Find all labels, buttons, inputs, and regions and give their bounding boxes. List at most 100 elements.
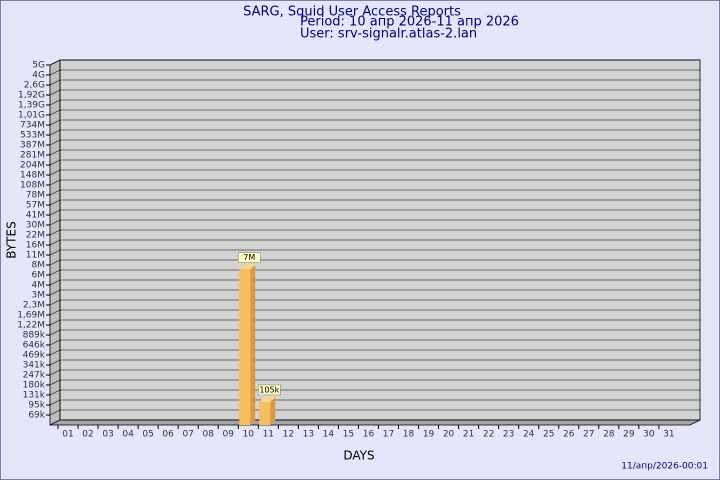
y-tick-label: 69k [28, 411, 45, 421]
x-tick-label: 10 [243, 430, 255, 440]
y-tick-label: 30M [26, 221, 45, 231]
grid-line [49, 359, 700, 366]
y-tick-label: 1,39G [18, 101, 45, 111]
period: Period: 10 апр 2026-11 апр 2026 [300, 15, 519, 30]
user: User: srv-signalr.atlas-2.lan [300, 27, 477, 42]
grid-line [49, 229, 700, 236]
grid-line [49, 339, 700, 346]
y-tick-label: 131k [23, 391, 46, 401]
x-tick-label: 25 [543, 430, 554, 440]
y-tick-label: 180k [23, 381, 46, 391]
y-tick-label: 4G [32, 71, 45, 81]
x-tick-label: 26 [563, 430, 575, 440]
bar-top [239, 264, 256, 270]
x-tick-label: 11 [263, 430, 274, 440]
grid-line [49, 189, 700, 196]
x-tick-label: 30 [643, 430, 655, 440]
x-tick-label: 03 [102, 430, 113, 440]
value-label-box [257, 384, 281, 396]
x-tick-label: 17 [383, 430, 394, 440]
y-tick-label: 4M [32, 281, 46, 291]
x-tick-label: 08 [202, 430, 214, 440]
x-tick-label: 31 [663, 430, 674, 440]
grid-line [49, 159, 700, 166]
y-tick-label: 2,3M [23, 301, 45, 311]
y-tick-label: 6M [32, 271, 46, 281]
y-tick-label: 469k [23, 351, 46, 361]
y-tick-label: 108M [20, 181, 45, 191]
chart-title: SARG, Squid User Access Reports [243, 5, 461, 20]
grid-line [49, 219, 700, 226]
y-tick-label: 1,22M [17, 321, 45, 331]
x-tick-label: 18 [403, 430, 415, 440]
y-tick-label: 1,01G [18, 111, 45, 121]
grid-line [49, 329, 700, 336]
grid-line [49, 119, 700, 126]
x-tick-label: 02 [82, 430, 93, 440]
grid-line [49, 129, 700, 136]
x-tick-label: 16 [363, 430, 375, 440]
grid-line [49, 299, 700, 306]
y-tick-label: 41M [26, 211, 45, 221]
grid-line [49, 269, 700, 276]
x-tick-label: 09 [223, 430, 235, 440]
y-tick-label: 204M [20, 161, 45, 171]
y-tick-label: 8M [32, 261, 46, 271]
x-tick-label: 12 [283, 430, 294, 440]
grid-line [49, 169, 700, 176]
y-tick-label: 5G [32, 61, 45, 71]
grid-line [49, 249, 700, 256]
x-tick-label: 29 [623, 430, 635, 440]
plot-floor [49, 419, 701, 426]
value-label-box [237, 252, 261, 263]
x-tick-label: 19 [423, 430, 435, 440]
x-tick-label: 01 [62, 430, 73, 440]
plot-back [50, 60, 700, 425]
x-tick-label: 21 [463, 430, 474, 440]
value-label: 7M [243, 253, 255, 262]
bar-side [270, 396, 276, 425]
x-tick-label: 06 [162, 430, 174, 440]
x-tick-label: 27 [583, 430, 594, 440]
bar-top [259, 396, 276, 402]
grid-line [49, 69, 700, 76]
bar [259, 401, 271, 425]
x-tick-label: 07 [182, 430, 193, 440]
grid-line [49, 139, 700, 146]
grid-line [49, 149, 700, 156]
grid-line [49, 389, 700, 396]
bar [239, 269, 251, 425]
y-tick-label: 148M [20, 171, 45, 181]
y-tick-label: 57M [26, 201, 45, 211]
grid-line [49, 349, 700, 356]
y-tick-label: 734M [20, 121, 45, 131]
y-tick-label: 22M [26, 231, 45, 241]
grid-line [49, 379, 700, 386]
y-tick-label: 341k [23, 361, 46, 371]
grid-line [49, 59, 700, 66]
bar-side [250, 264, 256, 425]
y-tick-label: 1,69M [17, 311, 45, 321]
x-tick-label: 23 [503, 430, 514, 440]
grid-line [49, 99, 700, 106]
y-tick-label: 646k [23, 341, 46, 351]
grid-line [49, 319, 700, 326]
y-tick-label: 95k [28, 401, 45, 411]
grid-line [49, 409, 700, 416]
grid-line [49, 399, 700, 406]
y-tick-label: 387M [20, 141, 45, 151]
grid-line [49, 179, 700, 186]
y-tick-label: 1,92G [18, 91, 45, 101]
x-tick-label: 05 [142, 430, 153, 440]
grid-line [49, 109, 700, 116]
grid-line [49, 79, 700, 86]
y-tick-label: 16M [26, 241, 45, 251]
x-tick-label: 15 [343, 430, 354, 440]
y-axis-label: BYTES [5, 221, 19, 258]
grid-line [49, 199, 700, 206]
x-tick-label: 20 [443, 430, 455, 440]
footer: 11/апр/2026-00:01 [621, 462, 708, 472]
x-tick-label: 24 [523, 430, 535, 440]
y-tick-label: 533M [20, 131, 45, 141]
